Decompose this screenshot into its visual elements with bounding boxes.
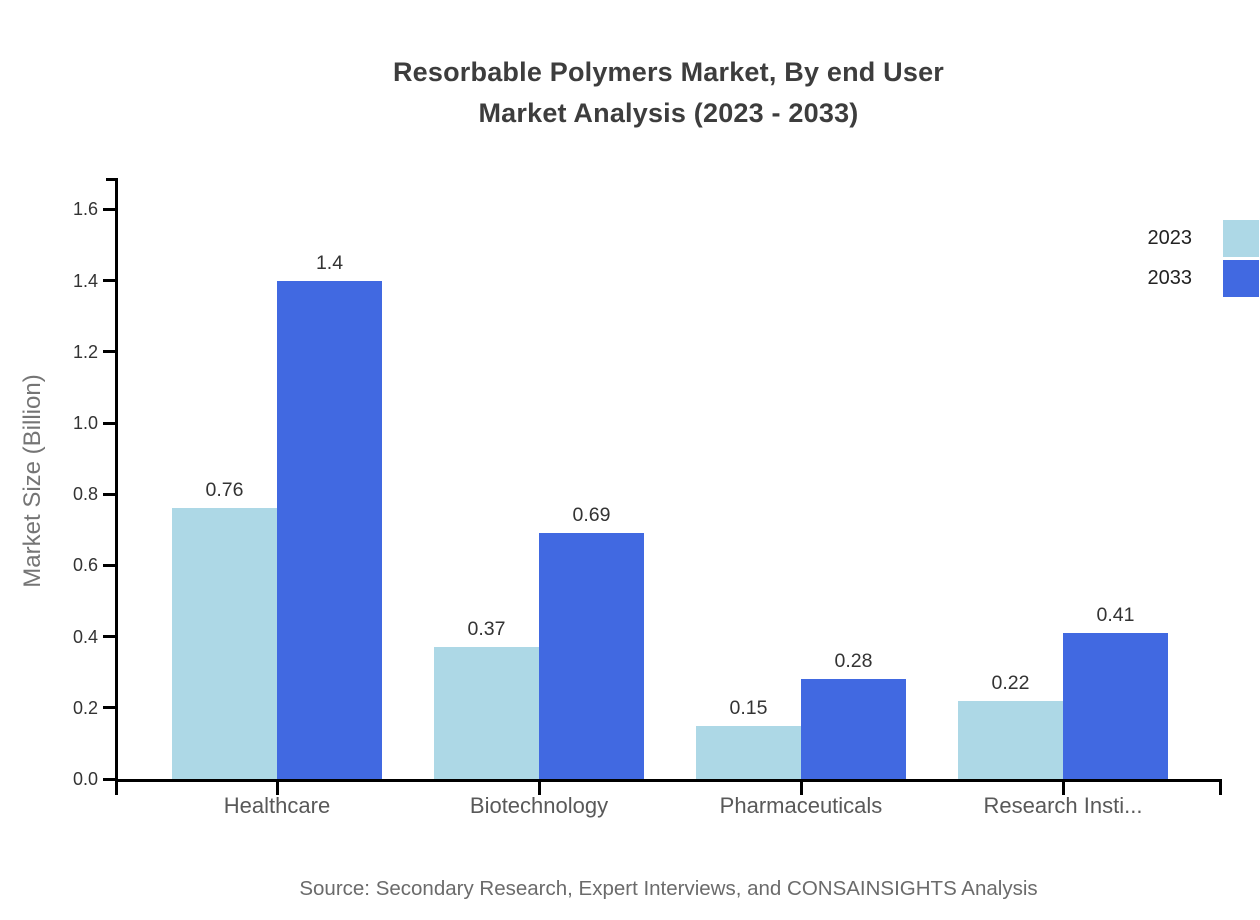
x-axis-category-label: Pharmaceuticals	[719, 793, 883, 818]
x-axis-spine	[115, 779, 1222, 782]
y-axis-tick-label: 0.8	[72, 484, 98, 505]
legend-swatch-2033	[1223, 260, 1259, 297]
bar-value-label: 0.37	[467, 618, 506, 641]
bar-2023-3	[958, 700, 1063, 779]
x-axis-tick	[799, 779, 803, 795]
chart-title-line-1: Resorbable Polymers Market, By end User	[392, 57, 945, 87]
y-axis-tick-label: 0.2	[72, 697, 98, 718]
y-axis-tick	[103, 563, 116, 567]
y-axis-tick-label: 1.6	[72, 199, 98, 220]
bar-2033-1	[539, 533, 644, 779]
x-axis-category-label: Biotechnology	[469, 793, 609, 818]
bar-value-label: 0.22	[991, 671, 1030, 694]
bar-value-label: 0.69	[572, 504, 611, 527]
x-axis-tick	[1061, 779, 1065, 795]
bar-2033-3	[1063, 633, 1168, 779]
y-axis-tick	[103, 635, 116, 639]
bar-2033-0	[277, 280, 382, 779]
y-axis-tick-label: 1.0	[72, 413, 98, 433]
y-axis-spine	[115, 178, 118, 795]
bar-value-label: 0.15	[729, 696, 768, 719]
y-axis-tick	[103, 279, 116, 283]
bar-2023-2	[696, 725, 801, 779]
x-axis-category-label: Research Insti...	[983, 793, 1143, 818]
chart-title: Resorbable Polymers Market, By end User …	[115, 52, 1222, 134]
x-axis-category-label: Healthcare	[223, 793, 331, 818]
y-axis-tick	[103, 706, 116, 710]
legend-label-2033: 2033	[1147, 267, 1193, 289]
bar-2033-2	[801, 679, 906, 779]
bar-value-label: 0.41	[1096, 604, 1135, 627]
bar-value-label: 0.28	[834, 650, 873, 673]
legend-swatch-2023	[1223, 220, 1259, 257]
bar-value-label: 0.76	[205, 479, 244, 502]
y-axis-spine-cap	[106, 178, 115, 181]
y-axis-tick	[103, 207, 116, 211]
y-axis-tick	[103, 421, 116, 425]
y-axis-tick-label: 1.4	[72, 270, 98, 291]
y-axis-tick	[103, 350, 116, 354]
y-axis-tick	[103, 777, 116, 781]
x-axis-tick	[537, 779, 541, 795]
x-axis-end-tick	[1219, 779, 1222, 795]
bar-2023-0	[172, 508, 277, 779]
x-axis-tick	[275, 779, 279, 795]
chart-title-line-2: Market Analysis (2023 - 2033)	[478, 98, 859, 128]
y-axis-tick-label: 0.0	[72, 769, 98, 789]
y-axis-tick-label: 1.2	[72, 341, 98, 362]
bar-value-label: 1.4	[315, 251, 344, 274]
source-attribution: Source: Secondary Research, Expert Inter…	[299, 877, 1038, 900]
y-axis-tick-label: 0.4	[72, 626, 98, 647]
bar-2023-1	[434, 647, 539, 779]
y-axis-tick-label: 0.6	[72, 555, 98, 576]
y-axis-tick	[103, 492, 116, 496]
legend-label-2023: 2023	[1147, 227, 1193, 249]
